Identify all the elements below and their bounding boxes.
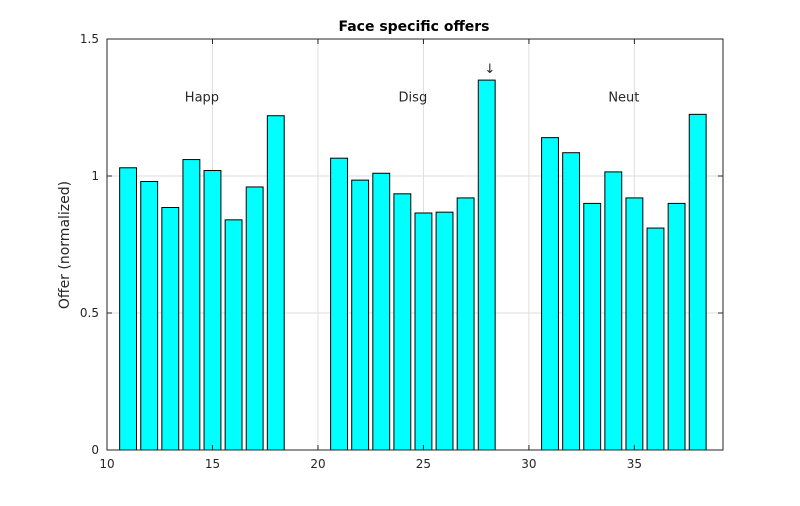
- bar: [604, 171, 623, 451]
- bar: [203, 170, 222, 451]
- bar: [414, 212, 433, 451]
- y-tick-label: 0.5: [80, 306, 99, 320]
- bars: [119, 79, 707, 451]
- x-tick-label: 20: [310, 457, 325, 471]
- plot-frame: [106, 38, 724, 451]
- bar: [330, 157, 348, 451]
- bar: [646, 227, 665, 451]
- bar: [625, 197, 644, 451]
- x-tick-label: 15: [205, 457, 220, 471]
- x-tick-label: 25: [416, 457, 431, 471]
- bar: [456, 197, 475, 451]
- x-tick-label: 35: [627, 457, 642, 471]
- bar: [182, 159, 201, 451]
- y-tick-label: 1: [91, 169, 99, 183]
- annotations: Happ Disg Neut ↓: [185, 62, 640, 106]
- bar: [245, 186, 264, 451]
- y-tick-label: 1.5: [80, 32, 99, 46]
- bar: [266, 115, 285, 451]
- bar: [688, 113, 707, 451]
- bar: [435, 211, 454, 451]
- y-axis-label: Offer (normalized): [57, 181, 73, 309]
- bar: [119, 167, 138, 451]
- bar: [161, 207, 180, 451]
- bar: [372, 172, 391, 451]
- bar: [393, 193, 412, 451]
- x-tick-label: 30: [521, 457, 536, 471]
- group-label: Neut: [608, 91, 639, 106]
- bar: [583, 202, 602, 451]
- group-label: Disg: [399, 91, 428, 106]
- bar: [667, 202, 686, 451]
- bar: [562, 152, 581, 451]
- y-tick-label: 0: [91, 443, 99, 457]
- bar: [140, 180, 159, 451]
- arrow-annotation: ↓: [484, 62, 495, 77]
- bar: [224, 219, 243, 451]
- group-label: Happ: [185, 91, 219, 106]
- bar: [541, 137, 559, 451]
- x-tick-label: 10: [99, 457, 114, 471]
- chart-title: Face specific offers: [338, 19, 489, 35]
- bar: [351, 179, 370, 451]
- bar: [477, 79, 496, 451]
- axis-ticks: 10 15 20 25 30 35 0 0.5 1 1.5: [80, 32, 723, 471]
